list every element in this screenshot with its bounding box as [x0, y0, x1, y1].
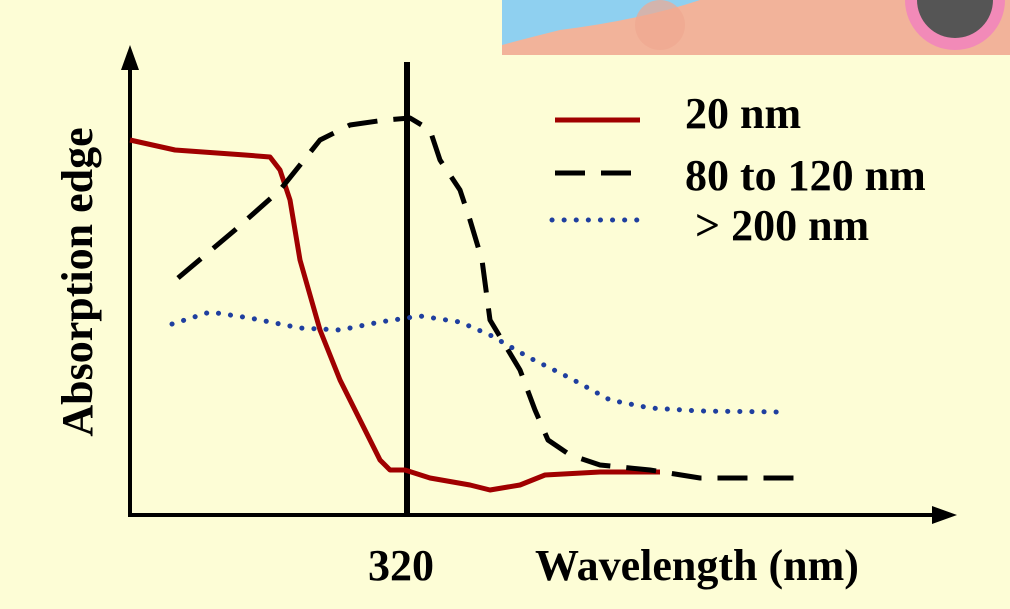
marker-label: 320	[368, 541, 434, 590]
y-axis-label: Absorption edge	[53, 127, 102, 436]
legend-label: 20 nm	[685, 89, 801, 138]
legend-label: 80 to 120 nm	[685, 151, 926, 200]
x-axis-label: Wavelength (nm)	[535, 541, 859, 590]
legend-label: > 200 nm	[695, 201, 869, 250]
chart: Absorption edge Wavelength (nm) 320 20 n…	[0, 0, 1010, 609]
background	[0, 0, 1010, 609]
page: {"chart_data": {"type": "line", "ylabel"…	[0, 0, 1010, 609]
decor-image	[502, 0, 1010, 55]
